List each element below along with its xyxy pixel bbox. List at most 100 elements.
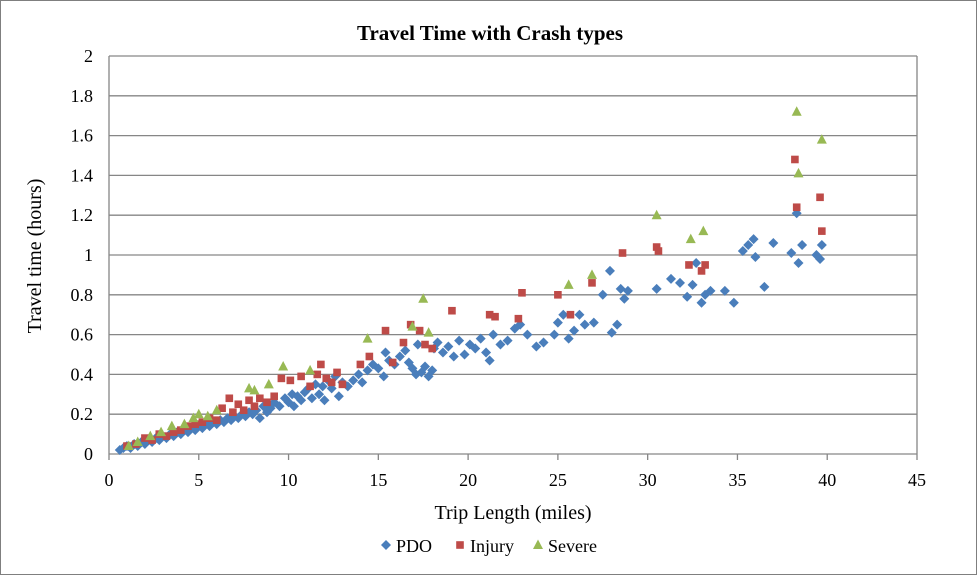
point-injury <box>415 326 424 335</box>
y-tick-label: 0.2 <box>71 404 94 424</box>
point-injury <box>338 380 347 389</box>
point-injury <box>234 400 243 409</box>
point-pdo <box>604 265 615 276</box>
point-severe <box>698 225 709 236</box>
y-tick-label: 0.6 <box>71 325 94 345</box>
y-tick-label: 1.8 <box>71 86 94 106</box>
point-pdo <box>317 381 328 392</box>
point-severe <box>202 410 213 421</box>
point-injury <box>428 344 436 353</box>
legend-marker-injury <box>456 541 464 549</box>
point-pdo <box>728 297 739 308</box>
point-pdo <box>373 363 384 374</box>
point-injury <box>327 378 336 387</box>
point-severe <box>793 167 804 178</box>
point-severe <box>193 408 204 419</box>
point-pdo <box>427 365 438 376</box>
point-pdo <box>563 333 574 344</box>
point-pdo <box>412 339 423 350</box>
legend-marker-severe <box>533 539 543 549</box>
point-injury <box>286 376 295 385</box>
point-pdo <box>606 327 617 338</box>
point-pdo <box>674 277 685 288</box>
point-pdo <box>502 335 513 346</box>
point-pdo <box>274 401 285 412</box>
point-injury <box>697 267 706 275</box>
point-pdo <box>348 375 359 386</box>
point-pdo <box>459 349 470 360</box>
point-pdo <box>306 393 317 404</box>
point-injury <box>448 306 456 315</box>
point-severe <box>423 327 434 337</box>
y-tick-label: 1.4 <box>71 165 94 185</box>
point-injury <box>381 326 390 335</box>
point-pdo <box>484 355 495 366</box>
point-injury <box>618 249 627 257</box>
point-severe <box>156 426 167 437</box>
point-pdo <box>378 371 389 382</box>
point-injury <box>198 418 207 426</box>
point-severe <box>791 106 802 116</box>
tick-labels: 00.20.40.60.811.21.41.61.820 5 10 15 20 25 30 3… <box>71 46 927 490</box>
point-pdo <box>597 289 608 300</box>
point-injury <box>212 416 221 424</box>
point-pdo <box>362 365 373 376</box>
point-pdo <box>448 351 459 362</box>
point-pdo <box>296 395 307 406</box>
point-pdo <box>748 234 759 245</box>
point-severe <box>249 384 260 395</box>
legend-label-pdo: PDO <box>396 536 432 556</box>
point-pdo <box>651 283 662 294</box>
point-severe <box>166 420 177 431</box>
y-tick-label: 0.4 <box>71 364 94 384</box>
series-severe <box>123 106 827 451</box>
point-severe <box>123 440 134 451</box>
point-pdo <box>353 369 364 380</box>
point-pdo <box>622 285 633 296</box>
point-pdo <box>793 257 804 268</box>
y-axis-label: Travel time (hours) <box>24 179 46 334</box>
point-injury <box>818 227 826 235</box>
point-pdo <box>815 253 826 264</box>
point-severe <box>685 233 696 244</box>
point-severe <box>244 382 255 393</box>
point-severe <box>132 436 143 447</box>
x-tick-label: 30 <box>639 470 657 490</box>
point-injury <box>229 408 237 417</box>
point-severe <box>179 418 190 429</box>
point-injury <box>333 368 341 377</box>
point-severe <box>211 404 222 415</box>
point-injury <box>239 406 248 415</box>
point-pdo <box>743 240 754 251</box>
point-severe <box>188 412 199 423</box>
point-injury <box>306 382 314 391</box>
point-severe <box>407 321 418 331</box>
point-severe <box>587 269 598 279</box>
point-pdo <box>394 351 405 362</box>
point-injury <box>485 310 494 319</box>
point-severe <box>362 333 373 343</box>
axes <box>108 56 918 460</box>
point-pdo <box>420 361 431 372</box>
point-injury <box>256 394 264 403</box>
point-pdo <box>786 248 797 259</box>
gridlines <box>109 55 917 415</box>
point-injury <box>263 398 271 407</box>
point-injury <box>816 193 824 202</box>
point-severe <box>563 279 574 289</box>
point-pdo <box>481 347 492 358</box>
point-pdo <box>549 329 560 340</box>
point-injury <box>566 310 575 319</box>
point-injury <box>388 358 397 367</box>
y-tick-label: 1 <box>84 245 93 265</box>
point-injury <box>365 352 374 361</box>
point-injury <box>250 402 259 411</box>
point-pdo <box>437 347 448 358</box>
point-pdo <box>705 285 716 296</box>
y-tick-label: 1.2 <box>71 205 94 225</box>
point-pdo <box>759 281 770 292</box>
point-injury <box>654 247 663 255</box>
point-injury <box>356 360 365 369</box>
point-pdo <box>579 319 590 330</box>
